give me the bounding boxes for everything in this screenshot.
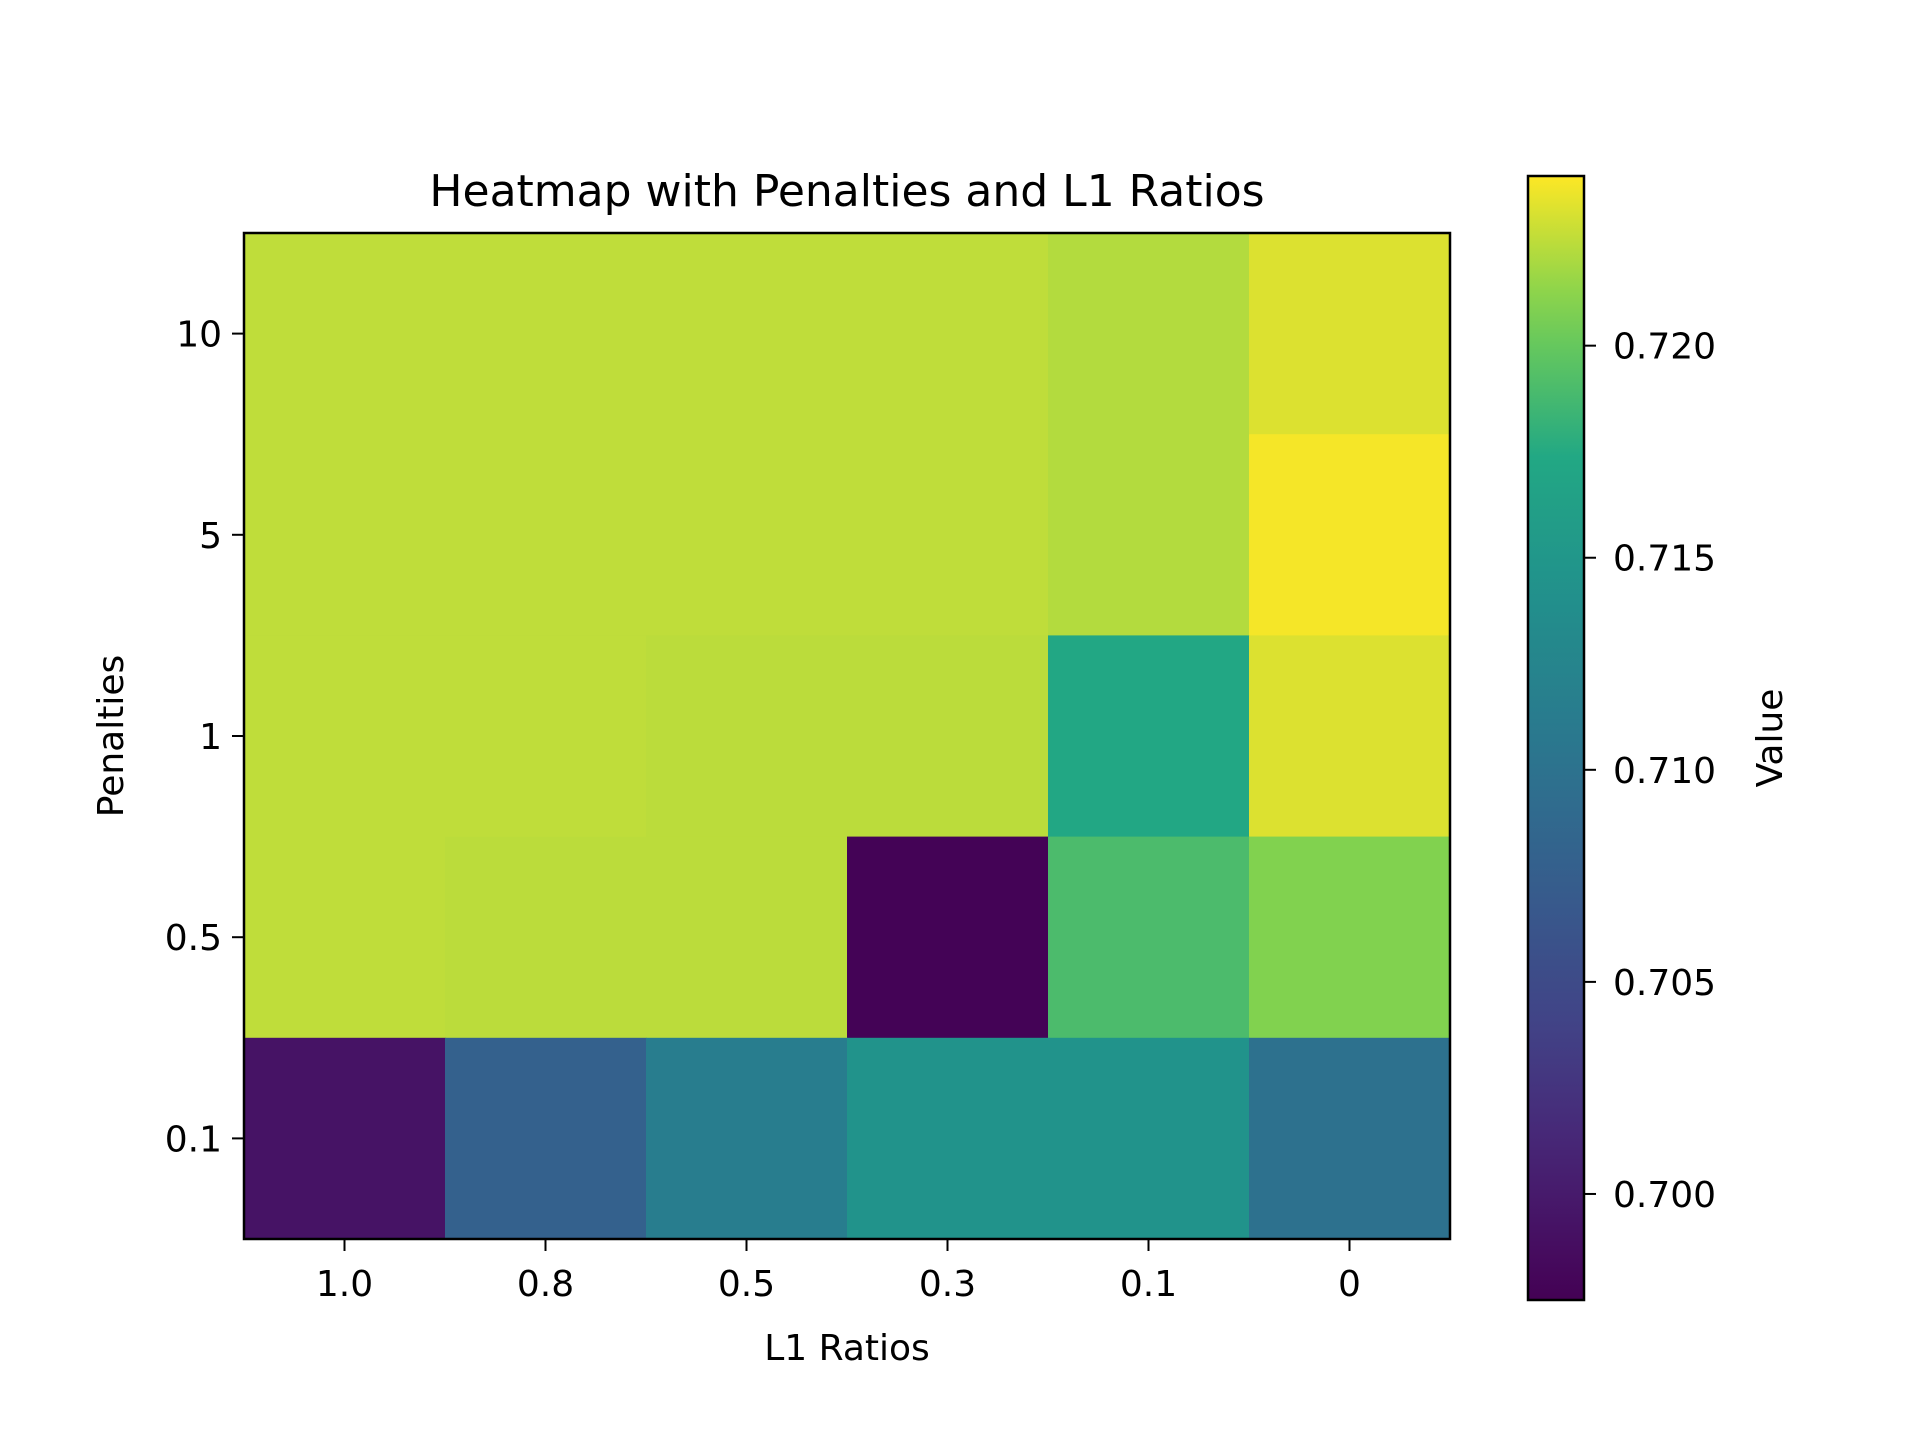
y-tick-label: 0.5 xyxy=(165,918,222,959)
heatmap-cell xyxy=(445,434,647,636)
heatmap-cell xyxy=(1249,1037,1451,1240)
heatmap-cell xyxy=(244,836,446,1039)
chart-title: Heatmap with Penalties and L1 Ratios xyxy=(429,166,1264,217)
colorbar-axis: 0.700 0.705 0.710 0.715 0.720 xyxy=(1584,327,1716,1216)
heatmap-cell xyxy=(244,233,446,435)
heatmap-cells xyxy=(244,233,1451,1240)
colorbar xyxy=(1528,176,1584,1300)
heatmap-cell xyxy=(847,635,1049,838)
heatmap-cell xyxy=(445,836,647,1039)
y-tick-label: 5 xyxy=(199,516,222,557)
heatmap-cell xyxy=(1249,635,1451,838)
heatmap-cell xyxy=(244,635,446,838)
heatmap-cell xyxy=(847,836,1049,1039)
x-tick-label: 0.1 xyxy=(1120,1264,1177,1305)
y-axis-label: Penalties xyxy=(91,655,132,817)
heatmap-cell xyxy=(646,635,848,838)
colorbar-tick-label: 0.700 xyxy=(1613,1175,1716,1216)
heatmap-cell xyxy=(1048,1037,1250,1240)
heatmap-cell xyxy=(244,434,446,636)
y-tick-label: 0.1 xyxy=(165,1119,222,1160)
heatmap-cell xyxy=(244,1037,446,1240)
heatmap-cell xyxy=(1249,836,1451,1039)
heatmap-cell xyxy=(1048,836,1250,1039)
x-tick-label: 0.3 xyxy=(919,1264,976,1305)
colorbar-tick-label: 0.720 xyxy=(1613,327,1716,368)
heatmap-cell xyxy=(1048,635,1250,838)
heatmap-cell xyxy=(847,1037,1049,1240)
heatmap-cell xyxy=(1048,434,1250,636)
heatmap-cell xyxy=(445,635,647,838)
heatmap-cell xyxy=(646,233,848,435)
colorbar-frame xyxy=(1526,174,1586,1302)
heatmap-cell xyxy=(646,434,848,636)
x-tick-label: 0 xyxy=(1338,1264,1361,1305)
heatmap-cell xyxy=(1249,434,1451,636)
y-tick-label: 1 xyxy=(199,717,222,758)
x-tick-label: 0.8 xyxy=(517,1264,574,1305)
colorbar-tick-label: 0.710 xyxy=(1613,751,1716,792)
x-tick-label: 0.5 xyxy=(718,1264,775,1305)
colorbar-tick-label: 0.715 xyxy=(1613,539,1716,580)
y-axis: 10 5 1 0.5 0.1 xyxy=(165,315,244,1160)
heatmap-cell xyxy=(847,434,1049,636)
colorbar-tick-label: 0.705 xyxy=(1613,963,1716,1004)
heatmap-cell xyxy=(646,836,848,1039)
colorbar-label: Value xyxy=(1750,689,1791,788)
heatmap-cell xyxy=(847,233,1049,435)
y-tick-label: 10 xyxy=(176,315,222,356)
x-tick-label: 1.0 xyxy=(316,1264,373,1305)
heatmap-cell xyxy=(445,1037,647,1240)
heatmap-cell xyxy=(1249,233,1451,435)
heatmap-cell xyxy=(646,1037,848,1240)
heatmap-cell xyxy=(1048,233,1250,435)
x-axis: 1.0 0.8 0.5 0.3 0.1 0 xyxy=(316,1239,1361,1305)
heatmap-cell xyxy=(445,233,647,435)
x-axis-label: L1 Ratios xyxy=(764,1328,930,1369)
